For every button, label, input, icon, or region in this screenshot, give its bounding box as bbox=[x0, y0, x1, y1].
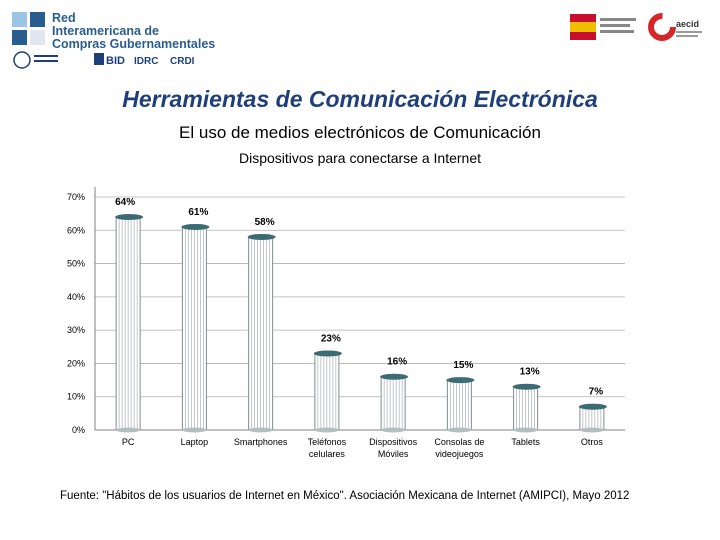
page-subtitle: El uso de medios electrónicos de Comunic… bbox=[179, 123, 541, 142]
x-tick-label: Laptop bbox=[181, 437, 209, 447]
bar-base bbox=[248, 427, 273, 433]
bar-base bbox=[579, 427, 604, 433]
y-tick-label: 10% bbox=[67, 392, 85, 402]
data-label: 16% bbox=[387, 357, 407, 368]
chart-gridlines bbox=[95, 196, 625, 431]
bar-cap bbox=[313, 350, 342, 357]
y-tick-label: 20% bbox=[67, 358, 85, 368]
x-tick-label: Teléfonos bbox=[308, 437, 347, 447]
data-label: 13% bbox=[520, 367, 540, 378]
network-logo-icon bbox=[12, 12, 45, 45]
org-name-line-2: Interamericana de bbox=[52, 24, 159, 38]
aecid-mark-icon bbox=[648, 13, 676, 41]
bar bbox=[446, 377, 475, 433]
data-label: 61% bbox=[188, 207, 208, 218]
y-tick-label: 0% bbox=[72, 425, 85, 435]
data-label: 23% bbox=[321, 333, 341, 344]
data-label: 64% bbox=[115, 197, 135, 208]
bar-cap bbox=[512, 383, 541, 390]
bar-base bbox=[116, 427, 141, 433]
data-label: 58% bbox=[255, 217, 275, 228]
partner-logos-strip: BID IDRC CRDI bbox=[13, 51, 195, 69]
oea-seal-icon bbox=[13, 51, 31, 69]
data-label: 7% bbox=[589, 387, 604, 398]
chart-axes: 0% 10% 20% 30% 40% 50% 60% 70% bbox=[67, 187, 625, 435]
bar bbox=[380, 373, 409, 433]
idrc-logo-text: IDRC bbox=[134, 56, 158, 67]
bar-base bbox=[513, 427, 538, 433]
y-tick-label: 50% bbox=[67, 259, 85, 269]
bar bbox=[247, 233, 276, 433]
org-name-line-1: Red bbox=[52, 11, 76, 25]
bar-base bbox=[314, 427, 339, 433]
bar-cap bbox=[578, 403, 607, 410]
chart-labels: 64% PC 61% Laptop 58% Smartphones 23% Teléfonos… bbox=[115, 197, 603, 459]
y-tick-label: 30% bbox=[67, 325, 85, 335]
bar bbox=[115, 213, 144, 433]
bar bbox=[512, 383, 541, 433]
x-tick-label: celulares bbox=[309, 449, 346, 459]
org-name-line-3: Compras Gubernamentales bbox=[52, 37, 216, 51]
x-tick-label: Móviles bbox=[378, 449, 409, 459]
bar bbox=[181, 223, 210, 433]
red-interamericana-logo: Red Interamericana de Compras Gubernamen… bbox=[12, 10, 216, 70]
aecid-logo: aecid bbox=[648, 13, 702, 41]
bar-cap bbox=[446, 377, 475, 384]
y-tick-label: 60% bbox=[67, 225, 85, 235]
bid-logo-icon bbox=[94, 53, 104, 65]
y-tick-label: 40% bbox=[67, 292, 85, 302]
x-tick-label: videojuegos bbox=[435, 449, 484, 459]
page-title: Herramientas de Comunicación Electrónica bbox=[122, 86, 598, 112]
crdi-logo-text: CRDI bbox=[170, 56, 195, 67]
x-tick-label: Tablets bbox=[511, 437, 540, 447]
partner-logos: BID IDRC CRDI bbox=[12, 50, 202, 70]
bar-cap bbox=[380, 373, 409, 380]
bar-base bbox=[447, 427, 472, 433]
bar-cap bbox=[115, 213, 144, 220]
y-tick-label: 70% bbox=[67, 192, 85, 202]
data-label: 15% bbox=[453, 360, 473, 371]
x-tick-label: Dispositivos bbox=[369, 437, 418, 447]
bar-base bbox=[182, 427, 207, 433]
x-tick-label: PC bbox=[122, 437, 135, 447]
chart-bars bbox=[115, 213, 607, 433]
bar bbox=[313, 350, 342, 433]
bid-logo-text: BID bbox=[106, 55, 125, 67]
bar-cap bbox=[181, 223, 210, 230]
chart-title: Dispositivos para conectarse a Internet bbox=[238, 150, 481, 166]
x-tick-label: Smartphones bbox=[234, 437, 288, 447]
aecid-logo-text: aecid bbox=[676, 19, 699, 29]
bar-base bbox=[381, 427, 406, 433]
source-footnote: Fuente: "Hábitos de los usuarios de Inte… bbox=[60, 490, 630, 502]
x-tick-label: Otros bbox=[581, 437, 604, 447]
bar-cap bbox=[247, 233, 276, 240]
gobierno-espana-logo bbox=[570, 14, 636, 40]
bar bbox=[578, 403, 607, 433]
x-tick-label: Consolas de bbox=[434, 437, 484, 447]
